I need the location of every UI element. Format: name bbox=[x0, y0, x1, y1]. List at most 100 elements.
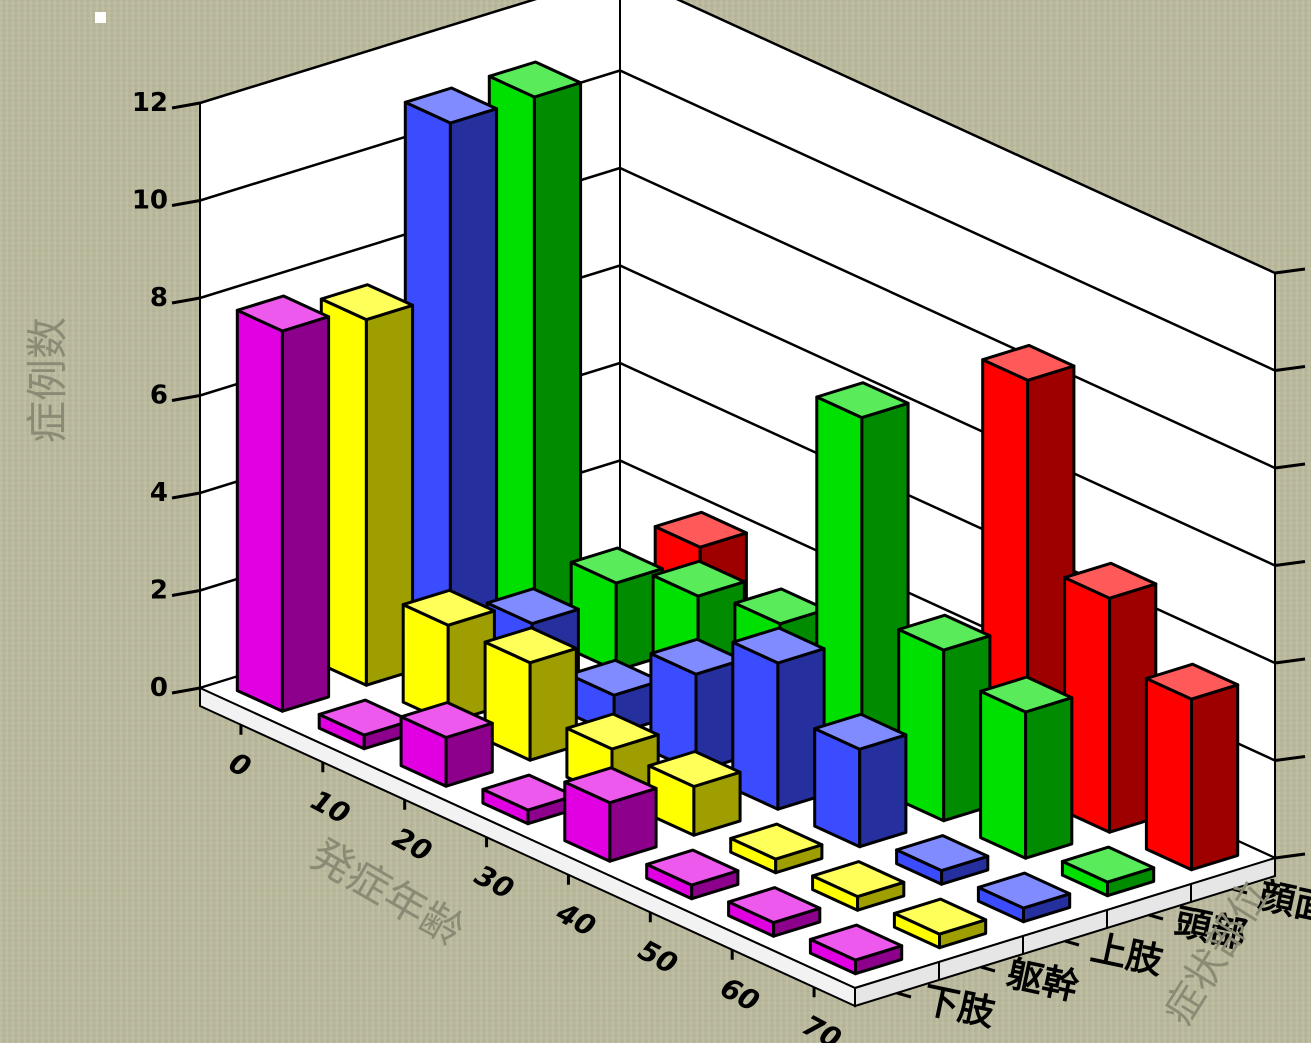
z-tick-mark-right bbox=[1274, 852, 1306, 860]
bar-top-face bbox=[651, 559, 746, 598]
bar-頭部-70 bbox=[1060, 845, 1156, 898]
bar-top-face bbox=[976, 871, 1072, 910]
bar-top-face bbox=[563, 766, 658, 805]
bar-top-face bbox=[981, 343, 1076, 382]
z-tick-label-left: 6 bbox=[150, 381, 168, 411]
bar-上肢-0 bbox=[403, 86, 499, 661]
z-tick-label-left: 12 bbox=[132, 88, 168, 118]
bar-top-face bbox=[731, 626, 826, 665]
bar-side-face bbox=[448, 107, 499, 661]
bar-side-face bbox=[280, 315, 331, 713]
bar-top-face bbox=[483, 626, 578, 665]
bar-side-face bbox=[858, 733, 908, 849]
bar-top-face bbox=[727, 886, 822, 925]
bar-top-face bbox=[569, 546, 664, 585]
z-tick-mark-left bbox=[171, 296, 201, 305]
y-tick-mark bbox=[896, 991, 912, 999]
z-tick-label-left: 0 bbox=[150, 673, 168, 703]
bar-下肢-0 bbox=[235, 294, 331, 713]
bar-下肢-40 bbox=[563, 766, 658, 863]
x-tick-label: 20 bbox=[387, 821, 437, 868]
chart-bars bbox=[235, 60, 1240, 976]
bar-side-face bbox=[532, 81, 583, 635]
x-tick-label: 70 bbox=[797, 1008, 847, 1043]
z-tick-mark-left bbox=[171, 686, 201, 695]
bar-top-face bbox=[647, 750, 742, 788]
z-axis-title: 症例数 bbox=[23, 317, 72, 443]
bar-下肢-60 bbox=[727, 886, 822, 938]
x-tick-label: 0 bbox=[224, 746, 257, 784]
bar-顔面-70 bbox=[1144, 662, 1240, 872]
x-tick-label: 10 bbox=[306, 783, 356, 830]
bar-頭部-10 bbox=[569, 546, 664, 673]
bar-top-face bbox=[1144, 662, 1240, 701]
bar-top-face bbox=[653, 510, 748, 549]
bar-上肢-40 bbox=[731, 626, 826, 811]
bar-上肢-60 bbox=[895, 834, 990, 886]
bar-top-face bbox=[319, 283, 415, 322]
bar-top-face bbox=[729, 822, 824, 861]
bar-top-face bbox=[565, 712, 660, 751]
bar-top-face bbox=[979, 675, 1074, 714]
bar-上肢-50 bbox=[813, 712, 908, 849]
bar-下肢-70 bbox=[808, 923, 904, 976]
z-tick-mark-left bbox=[171, 101, 201, 110]
bar-top-face bbox=[485, 587, 580, 626]
z-tick-mark-right bbox=[1274, 657, 1306, 665]
x-tick-label: 60 bbox=[715, 971, 765, 1018]
y-tick-label: 上肢 bbox=[1087, 928, 1167, 983]
slide-bullet bbox=[95, 12, 106, 23]
bar-躯幹-70 bbox=[892, 897, 988, 950]
gridline bbox=[199, 69, 1276, 372]
bar-side-face bbox=[1024, 696, 1074, 860]
z-tick-mark-left bbox=[171, 199, 201, 207]
bar-躯幹-10 bbox=[401, 588, 496, 725]
bar-上肢-70 bbox=[976, 871, 1072, 924]
bar-下肢-50 bbox=[645, 848, 740, 901]
bar-躯幹-40 bbox=[647, 750, 742, 837]
bar-躯幹-60 bbox=[811, 860, 906, 912]
bar-top-face bbox=[645, 848, 740, 887]
bar-躯幹-50 bbox=[729, 822, 824, 875]
bar-side-face bbox=[1190, 683, 1240, 872]
bar-front-face bbox=[979, 689, 1028, 860]
bar-top-face bbox=[399, 701, 494, 739]
bar-top-face bbox=[403, 86, 499, 125]
x-axis-title: 発症年齢 bbox=[302, 829, 472, 955]
bar-躯幹-0 bbox=[319, 283, 415, 687]
bar-front-face bbox=[1144, 677, 1193, 872]
y-tick-mark bbox=[1232, 887, 1248, 895]
y-tick-mark bbox=[980, 965, 996, 973]
bar-top-face bbox=[487, 60, 583, 99]
y-tick-mark bbox=[1148, 913, 1164, 921]
z-tick-mark-right bbox=[1274, 462, 1306, 470]
y-tick-label: 躯幹 bbox=[1003, 953, 1083, 1009]
bar-頭部-50 bbox=[897, 613, 992, 823]
bar-顔面-60 bbox=[1063, 561, 1158, 834]
bar-top-face bbox=[897, 613, 992, 652]
bar-躯幹-20 bbox=[483, 626, 578, 762]
bar-top-face bbox=[811, 860, 906, 899]
z-tick-label-left: 2 bbox=[150, 576, 168, 606]
bar-top-face bbox=[813, 712, 908, 751]
z-tick-mark-left bbox=[171, 394, 201, 402]
x-tick-label: 40 bbox=[550, 895, 601, 943]
bar-top-face bbox=[401, 588, 496, 627]
z-tick-mark-left bbox=[171, 491, 201, 500]
gridline bbox=[199, 0, 1276, 275]
bar-top-face bbox=[808, 923, 904, 962]
x-tick-label: 50 bbox=[633, 933, 683, 980]
z-tick-mark-left bbox=[171, 589, 201, 597]
bar-頭部-60 bbox=[979, 675, 1074, 860]
bar-top-face bbox=[815, 381, 910, 420]
floor-side-rim bbox=[854, 856, 1276, 1008]
bar-top-face bbox=[1063, 561, 1158, 600]
bar-頭部-0 bbox=[487, 60, 583, 635]
bar-top-face bbox=[235, 294, 331, 333]
y-tick-mark bbox=[1064, 939, 1080, 947]
x-tick-label: 30 bbox=[469, 858, 519, 905]
z-tick-mark-right bbox=[1274, 755, 1306, 762]
z-tick-mark-right bbox=[1274, 267, 1306, 275]
bar-top-face bbox=[892, 897, 988, 936]
